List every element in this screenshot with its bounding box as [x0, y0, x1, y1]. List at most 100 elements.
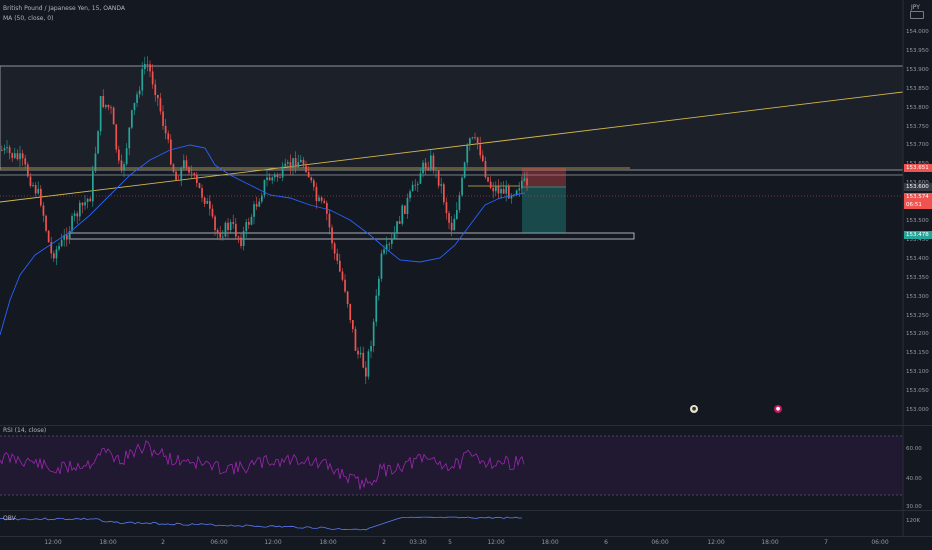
candle-body	[136, 94, 138, 103]
candle-body	[495, 186, 497, 192]
candle-body	[255, 204, 258, 207]
candle-body	[292, 158, 294, 168]
time-tick: 06:00	[871, 539, 889, 546]
scale-icon[interactable]	[910, 11, 924, 19]
event-flag-icon[interactable]: ●	[774, 405, 782, 413]
candle-body	[40, 188, 42, 206]
price-tick: 153.200	[906, 331, 929, 338]
target-price-tag: 153.478	[904, 231, 932, 239]
candle-body	[370, 345, 372, 352]
candle-body	[383, 249, 385, 254]
candle-body	[47, 230, 50, 243]
candle-body	[196, 175, 198, 184]
candle-body	[437, 169, 440, 186]
candle-body	[482, 155, 484, 162]
price-tick: 153.700	[906, 142, 929, 149]
candle-body	[339, 260, 341, 272]
candle-body	[237, 236, 240, 238]
stop-price-tag: 153.651	[904, 164, 932, 172]
candle-body	[300, 159, 302, 163]
rsi-legend[interactable]: RSI (14, close)	[3, 427, 47, 434]
pane-divider-rsi[interactable]	[0, 425, 932, 426]
candle-body	[326, 202, 328, 214]
candle-body	[489, 181, 492, 188]
price-tick: 153.950	[906, 47, 929, 54]
candle-body	[58, 246, 60, 250]
ma-legend[interactable]: MA (50, close, 0)	[3, 15, 54, 22]
candle-body	[266, 177, 268, 180]
candle-body	[261, 195, 263, 202]
candle-body	[63, 234, 66, 240]
candle-body	[271, 177, 274, 181]
candle-body	[175, 171, 177, 180]
candle-body	[81, 202, 84, 206]
rsi-tick: 30.00	[906, 504, 922, 510]
candle-body	[24, 158, 27, 165]
candle-body	[323, 200, 326, 203]
moving-average-line	[0, 144, 526, 336]
candle-body	[209, 201, 211, 209]
time-tick: 7	[824, 539, 828, 546]
obv-legend[interactable]: OBV	[3, 515, 16, 522]
candle-body	[146, 63, 149, 65]
candle-body	[92, 171, 94, 202]
candle-body	[284, 163, 287, 167]
candle-body	[372, 321, 375, 346]
candle-body	[375, 295, 378, 322]
candle-body	[406, 197, 409, 214]
candle-body	[32, 185, 34, 186]
candle-body	[201, 188, 203, 198]
candle-body	[183, 160, 185, 168]
candle-body	[307, 171, 310, 178]
candle-body	[42, 205, 45, 216]
candle-body	[526, 178, 528, 186]
candle-body	[203, 197, 206, 204]
candle-body	[105, 104, 107, 108]
candle-body	[89, 198, 92, 202]
candle-body	[86, 198, 89, 203]
candle-body	[318, 197, 320, 202]
ascending-trendline	[0, 91, 904, 203]
stop-loss-zone	[522, 168, 566, 187]
candle-body	[411, 184, 414, 192]
candle-body	[242, 231, 245, 246]
symbol-title[interactable]: British Pound / Japanese Yen, 15, OANDA	[3, 5, 126, 12]
candle-body	[435, 169, 437, 171]
candle-body	[414, 184, 417, 186]
candle-body	[37, 188, 40, 194]
candle-body	[227, 222, 229, 231]
candle-body	[458, 195, 461, 211]
candle-body	[380, 253, 383, 279]
candle-body	[432, 155, 435, 171]
candle-body	[450, 222, 453, 231]
currency-label[interactable]: JPY	[911, 4, 920, 11]
candle-body	[216, 230, 219, 234]
event-flag-icon[interactable]: ●	[690, 405, 698, 413]
candle-body	[21, 153, 24, 159]
candle-body	[328, 213, 331, 228]
candle-body	[34, 185, 37, 194]
candle-body	[367, 351, 370, 377]
candle-body	[151, 71, 154, 85]
time-tick: 2	[382, 539, 386, 546]
candle-body	[346, 291, 349, 304]
lower-zone-box	[69, 232, 635, 240]
candle-body	[66, 234, 68, 240]
candle-body	[120, 160, 123, 170]
price-tick: 153.250	[906, 312, 929, 319]
time-tick: 06:00	[210, 539, 228, 546]
candle-body	[14, 153, 16, 158]
candle-body	[302, 159, 305, 166]
candle-body	[97, 131, 99, 154]
pane-divider-obv[interactable]	[0, 510, 932, 511]
candle-body	[193, 173, 196, 176]
candle-body	[222, 236, 224, 238]
candle-body	[172, 164, 175, 172]
candle-body	[521, 180, 523, 189]
candle-body	[3, 148, 6, 151]
candle-body	[240, 237, 242, 246]
candle-body	[289, 162, 292, 168]
time-tick: 5	[448, 539, 452, 546]
